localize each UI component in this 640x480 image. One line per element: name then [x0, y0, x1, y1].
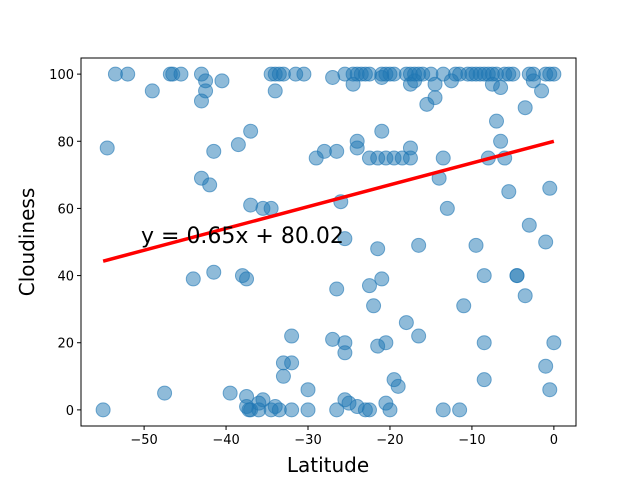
regression-line	[102, 139, 555, 263]
point	[267, 83, 283, 99]
point	[538, 234, 554, 250]
point	[443, 73, 459, 89]
point	[337, 231, 353, 247]
point	[542, 180, 558, 196]
point	[402, 150, 418, 166]
point	[398, 315, 414, 331]
point	[542, 382, 558, 398]
point	[456, 298, 472, 314]
x-tick-label: −10	[458, 433, 485, 448]
point	[275, 368, 291, 384]
point	[501, 184, 517, 200]
point	[521, 217, 537, 233]
point	[296, 66, 312, 82]
point	[144, 83, 160, 99]
point	[427, 76, 443, 92]
x-tick-label: −50	[130, 433, 157, 448]
point	[202, 177, 218, 193]
point	[374, 69, 390, 85]
point	[325, 69, 341, 85]
point	[337, 345, 353, 361]
y-tick-label: 80	[57, 135, 74, 150]
point	[374, 271, 390, 287]
point	[361, 278, 377, 294]
point	[411, 237, 427, 253]
point	[329, 143, 345, 159]
point	[534, 83, 550, 99]
point	[325, 331, 341, 347]
point	[173, 66, 189, 82]
point	[452, 402, 468, 418]
point	[390, 378, 406, 394]
point	[525, 73, 541, 89]
point	[95, 402, 111, 418]
point	[222, 385, 238, 401]
point	[489, 113, 505, 129]
point	[476, 335, 492, 351]
point	[374, 123, 390, 139]
point	[329, 281, 345, 297]
point	[517, 100, 533, 116]
point	[230, 137, 246, 153]
y-tick-label: 40	[57, 270, 74, 285]
point	[370, 241, 386, 257]
point	[284, 355, 300, 371]
point	[505, 66, 521, 82]
point	[468, 237, 484, 253]
regression-equation: y = 0.65x + 80.02	[141, 224, 344, 249]
point	[345, 76, 361, 92]
y-tick-label: 20	[57, 337, 74, 352]
point	[300, 402, 316, 418]
point	[329, 402, 345, 418]
point	[439, 200, 455, 216]
point	[193, 93, 209, 109]
point	[120, 66, 136, 82]
point	[476, 268, 492, 284]
plot-frame	[80, 57, 577, 427]
point	[185, 271, 201, 287]
x-tick-label: −20	[376, 433, 403, 448]
y-tick-label: 0	[66, 404, 74, 419]
point	[243, 123, 259, 139]
point	[538, 358, 554, 374]
point	[206, 143, 222, 159]
x-tick-label: −30	[294, 433, 321, 448]
x-axis-label: Latitude	[287, 453, 369, 477]
point	[476, 372, 492, 388]
point	[382, 402, 398, 418]
point	[378, 335, 394, 351]
point	[509, 268, 525, 284]
point	[435, 150, 451, 166]
point	[517, 288, 533, 304]
x-tick-label: −40	[212, 433, 239, 448]
point	[239, 271, 255, 287]
y-tick-label: 60	[57, 202, 74, 217]
point	[99, 140, 115, 156]
point	[361, 402, 377, 418]
point	[284, 402, 300, 418]
point	[206, 264, 222, 280]
point	[493, 80, 509, 96]
point	[407, 73, 423, 89]
point	[493, 133, 509, 149]
point	[263, 200, 279, 216]
y-axis-label: Cloudiness	[15, 188, 39, 297]
y-tick-label: 100	[49, 68, 74, 83]
point	[546, 335, 562, 351]
point	[243, 197, 259, 213]
point	[214, 73, 230, 89]
point	[435, 402, 451, 418]
point	[542, 66, 558, 82]
point	[411, 328, 427, 344]
point	[349, 140, 365, 156]
point	[427, 90, 443, 106]
point	[366, 298, 382, 314]
point	[284, 328, 300, 344]
x-tick-label: 0	[550, 433, 558, 448]
point	[300, 382, 316, 398]
point	[157, 385, 173, 401]
